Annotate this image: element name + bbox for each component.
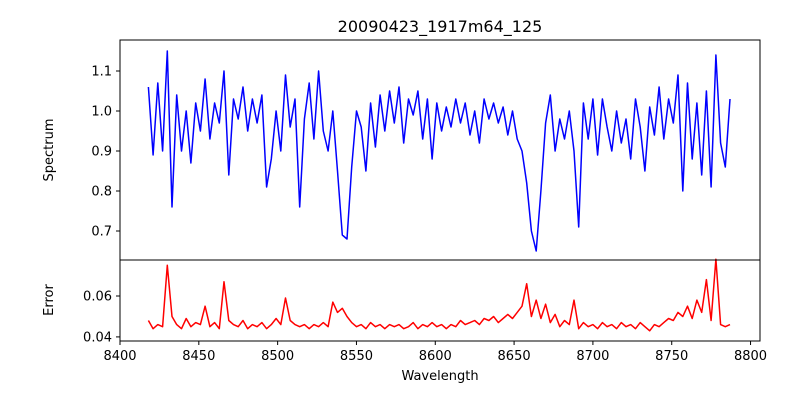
error-line (147, 258, 731, 332)
x-tick-label: 8800 (734, 349, 767, 364)
chart-title: 20090423_1917m64_125 (338, 17, 543, 37)
axes-frame (119, 39, 761, 261)
x-tick-label: 8450 (182, 349, 215, 364)
y-tick-label: 0.06 (83, 290, 112, 305)
error-axes: 0.04 0.06 8400 8450 8500 8550 8600 8650 8700 8750… (83, 258, 767, 364)
spectrum-axes: 0.7 0.8 0.9 1.0 1.1 (91, 39, 761, 261)
x-tick-label: 8550 (340, 349, 373, 364)
x-tick-label: 8750 (655, 349, 688, 364)
x-tick-label: 8700 (576, 349, 609, 364)
y-tick-label: 0.04 (83, 330, 112, 345)
y-tick-label: 0.9 (91, 145, 112, 160)
spectrum-line (147, 50, 731, 252)
y-tick-label: 1.1 (91, 65, 112, 80)
spectrum-ylabel: Spectrum (42, 119, 57, 182)
y-tick-label: 0.7 (91, 225, 112, 240)
error-ylabel: Error (42, 284, 57, 316)
x-tick-label: 8600 (419, 349, 452, 364)
y-tick-label: 0.8 (91, 185, 112, 200)
x-tick-label: 8650 (498, 349, 531, 364)
x-tick-label: 8400 (103, 349, 136, 364)
x-tick-label: 8500 (261, 349, 294, 364)
y-tick-label: 1.0 (91, 105, 112, 120)
axes-frame (119, 259, 761, 342)
x-axis-label: Wavelength (401, 369, 478, 384)
